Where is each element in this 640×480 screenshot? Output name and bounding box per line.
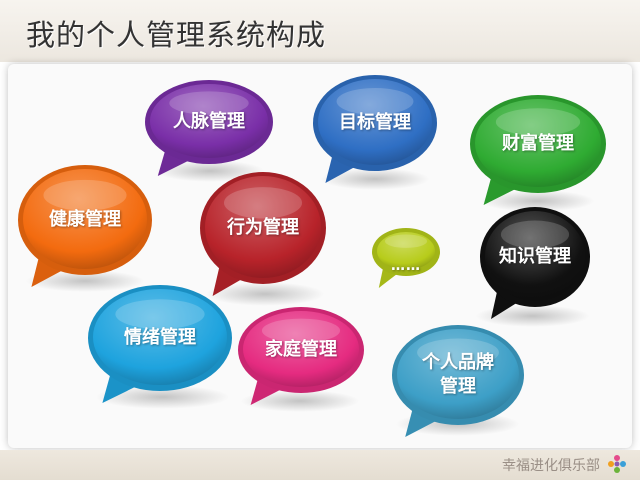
speech-bubble-shape <box>480 207 590 319</box>
bubble-label: 个人品牌 管理 <box>422 352 494 397</box>
speech-bubble-shape <box>313 75 437 183</box>
bubble-shadow <box>320 168 430 190</box>
bubble-highlight <box>500 220 570 249</box>
bubble-goals: 目标管理 <box>313 75 437 183</box>
bubble-highlight <box>115 299 205 329</box>
bubble-label: 行为管理 <box>227 217 299 238</box>
bubble-highlight <box>336 87 414 115</box>
speech-bubble-shape <box>18 165 152 287</box>
bubble-shadow <box>25 270 145 292</box>
bubble-body <box>318 79 432 165</box>
bubble-highlight <box>169 91 249 115</box>
bubble-body <box>205 176 321 278</box>
bubble-label: 知识管理 <box>499 246 571 267</box>
bubble-body <box>243 311 359 387</box>
bubble-highlight <box>43 179 127 211</box>
bubble-personal-brand: 个人品牌 管理 <box>392 325 524 437</box>
bubble-body <box>475 99 601 187</box>
bubble-highlight <box>384 234 428 248</box>
bubble-behavior: 行为管理 <box>200 172 326 296</box>
speech-bubble-shape <box>470 95 606 205</box>
bubble-label: 健康管理 <box>49 209 121 230</box>
bubble-label: 目标管理 <box>339 112 411 133</box>
speech-bubble-shape <box>372 228 440 288</box>
bubble-highlight <box>417 338 499 367</box>
bubble-more: …… <box>372 228 440 288</box>
bubble-body <box>93 289 227 385</box>
bubble-body <box>150 84 268 158</box>
brand-text: 幸福进化俱乐部 <box>502 458 600 474</box>
bubble-label: …… <box>391 258 421 274</box>
flower-logo-icon <box>608 455 626 473</box>
bubble-wealth: 财富管理 <box>470 95 606 205</box>
bubble-emotion: 情绪管理 <box>88 285 232 403</box>
bubble-shadow <box>155 160 265 182</box>
bubble-body <box>397 329 519 419</box>
bubble-highlight <box>223 187 303 219</box>
bubble-family: 家庭管理 <box>238 307 364 405</box>
bubble-label: 家庭管理 <box>265 339 337 360</box>
bubble-shadow <box>240 390 360 412</box>
bubble-highlight <box>495 108 581 136</box>
slide-title: 我的个人管理系统构成 <box>26 18 327 52</box>
bubble-body <box>23 169 147 269</box>
speech-bubble-shape <box>88 285 232 403</box>
speech-bubble-shape <box>200 172 326 296</box>
bubble-contacts: 人脉管理 <box>145 80 273 176</box>
speech-bubble-shape <box>238 307 364 405</box>
speech-bubble-shape <box>392 325 524 437</box>
bubble-health: 健康管理 <box>18 165 152 287</box>
bubble-label: 人脉管理 <box>173 111 245 132</box>
bubble-highlight <box>261 318 341 343</box>
bubble-body <box>377 232 435 270</box>
bubble-knowledge: 知识管理 <box>480 207 590 319</box>
bubble-label: 情绪管理 <box>124 327 196 348</box>
footer-band <box>0 450 640 480</box>
bubble-body <box>485 211 585 301</box>
speech-bubble-shape <box>145 80 273 176</box>
bubble-label: 财富管理 <box>502 133 574 154</box>
bubble-shadow <box>480 190 595 212</box>
title-band <box>0 0 640 62</box>
